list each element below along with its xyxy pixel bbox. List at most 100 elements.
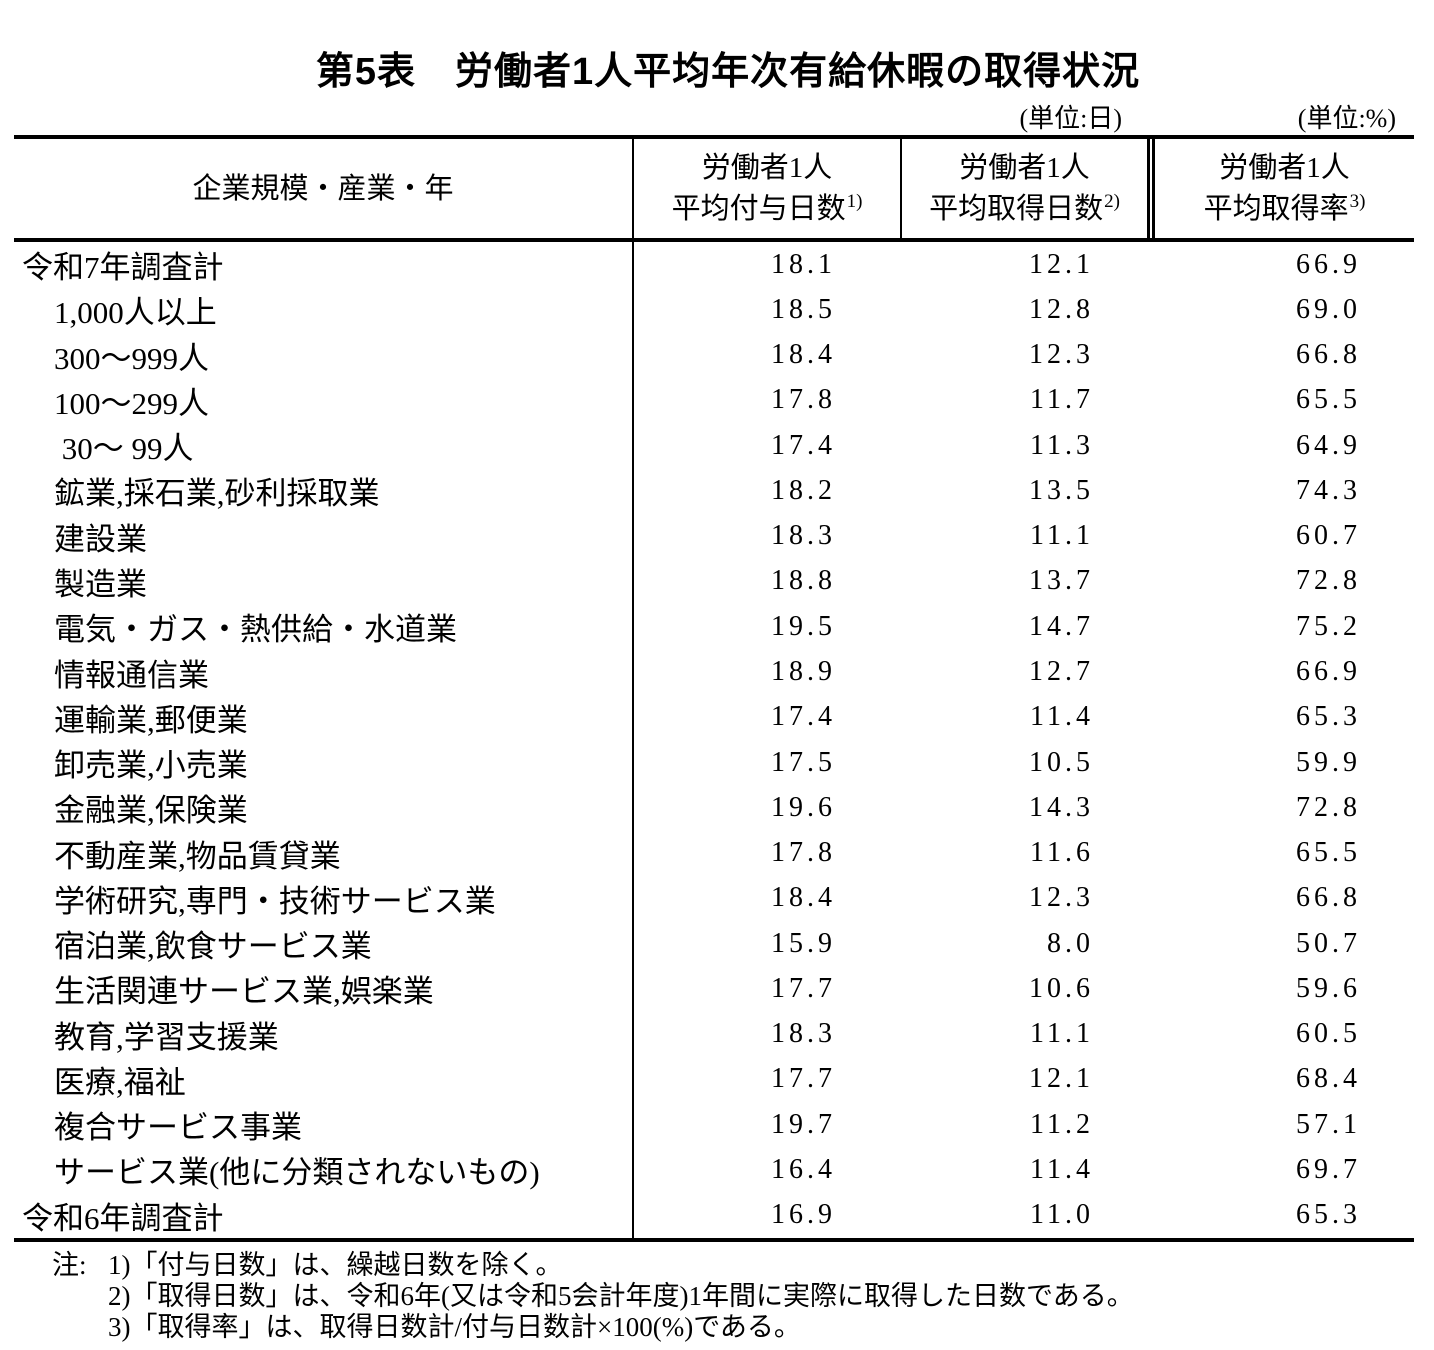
rate-cell: 65.5: [1296, 837, 1361, 869]
taken-days-cell: 8.0: [1047, 927, 1094, 959]
row-label: 300〜999人: [54, 340, 209, 376]
rate-cell: 59.9: [1296, 746, 1361, 778]
taken-days-cell: 11.7: [1030, 384, 1094, 416]
table-row: 電気・ガス・熱供給・水道業 19.5 14.7 75.2: [14, 604, 1414, 650]
granted-days-cell: 17.8: [632, 377, 900, 424]
row-label: 電気・ガス・熱供給・水道業: [54, 612, 457, 648]
rate-cell: 72.8: [1296, 565, 1361, 597]
taken-days-cell: 12.8: [1029, 293, 1094, 325]
granted-days-cell: 17.7: [632, 966, 900, 1012]
row-label: 生活関連サービス業,娯楽業: [54, 974, 434, 1010]
granted-days-cell: 19.7: [632, 1102, 900, 1148]
granted-days-cell: 15.9: [632, 920, 900, 967]
footnote-ref-3: 3): [1349, 191, 1366, 212]
taken-days-cell: 12.3: [1029, 339, 1094, 371]
table-row: サービス業(他に分類されないもの) 16.4 11.4 69.7: [14, 1147, 1414, 1193]
rate-cell: 74.3: [1296, 474, 1361, 506]
table-body: 令和7年調査計 18.1 12.1 66.9 1,000人以上 18.5 12.…: [14, 242, 1414, 1238]
row-label: サービス業(他に分類されないもの): [54, 1155, 540, 1191]
granted-days-cell: 18.2: [632, 468, 900, 514]
taken-days-cell: 11.4: [1030, 1153, 1094, 1185]
table-row: 製造業 18.8 13.7 72.8: [14, 558, 1414, 605]
row-label: 1,000人以上: [54, 295, 217, 331]
rate-cell: 60.7: [1296, 520, 1361, 552]
granted-days-cell: 17.8: [632, 830, 900, 876]
granted-days-cell: 16.4: [632, 1147, 900, 1193]
taken-days-cell: 11.4: [1030, 701, 1094, 733]
granted-days-cell: 17.4: [632, 423, 900, 469]
granted-days-cell: 17.4: [632, 694, 900, 740]
footnote-ref-2: 2): [1104, 191, 1120, 212]
taken-days-header: 労働者1人 平均取得日数2): [900, 139, 1147, 238]
table-row: 卸売業,小売業 17.5 10.5 59.9: [14, 739, 1414, 786]
row-label: 金融業,保険業: [54, 793, 248, 829]
row-label: 情報通信業: [54, 657, 209, 693]
note-line: 注: 1)「付与日数」は、繰越日数を除く。: [52, 1250, 1134, 1281]
row-label: 100〜299人: [54, 385, 209, 421]
taken-days-cell: 12.1: [1029, 248, 1094, 280]
notes-prefix: 注:: [52, 1250, 87, 1280]
granted-days-cell: 18.4: [632, 875, 900, 921]
rate-cell: 69.7: [1296, 1153, 1361, 1185]
notes-prefix: [52, 1312, 108, 1343]
unit-days-label: (単位:日): [1019, 104, 1122, 133]
taken-days-cell: 14.7: [1029, 610, 1094, 642]
granted-days-cell: 19.5: [632, 604, 900, 650]
table-row: 医療,福祉 17.7 12.1 68.4: [14, 1056, 1414, 1103]
taken-days-cell: 10.5: [1029, 746, 1094, 778]
rate-cell: 50.7: [1296, 927, 1361, 959]
rate-header: 労働者1人 平均取得率3): [1147, 139, 1414, 238]
table-row: 300〜999人 18.4 12.3 66.8: [14, 332, 1414, 378]
table-row: 宿泊業,飲食サービス業 15.9 8.0 50.7: [14, 920, 1414, 967]
rate-cell: 60.5: [1296, 1018, 1361, 1050]
granted-days-cell: 16.9: [632, 1192, 900, 1238]
taken-days-cell: 12.7: [1029, 656, 1094, 688]
table-row: 教育,学習支援業 18.3 11.1 60.5: [14, 1011, 1414, 1057]
granted-days-cell: 17.7: [632, 1056, 900, 1103]
note-item: 2)「取得日数」は、令和6年(又は令和5会計年度)1年間に実際に取得した日数であ…: [108, 1281, 1134, 1311]
footnote-ref-1: 1): [846, 191, 863, 212]
category-header: 企業規模・産業・年: [192, 172, 454, 205]
row-label: 30〜 99人: [54, 431, 194, 467]
rate-cell: 65.5: [1296, 384, 1361, 416]
taken-days-cell: 11.6: [1030, 837, 1094, 869]
table-row: 建設業 18.3 11.1 60.7: [14, 513, 1414, 559]
note-item: 1)「付与日数」は、繰越日数を除く。: [108, 1250, 563, 1280]
rate-cell: 66.9: [1296, 248, 1361, 280]
row-label: 不動産業,物品賃貸業: [54, 838, 341, 874]
row-label: 鉱業,採石業,砂利採取業: [54, 476, 380, 512]
granted-days-cell: 18.1: [632, 242, 900, 288]
granted-days-cell: 18.5: [632, 287, 900, 333]
table-row: 100〜299人 17.8 11.7 65.5: [14, 377, 1414, 424]
rate-cell: 57.1: [1296, 1108, 1361, 1140]
taken-days-cell: 11.2: [1030, 1108, 1094, 1140]
unit-labels: (単位:日) (単位:%): [14, 98, 1414, 133]
taken-days-cell: 11.0: [1030, 1199, 1094, 1231]
rate-cell: 69.0: [1296, 293, 1361, 325]
row-label: 運輸業,郵便業: [54, 702, 248, 738]
leave-table: 企業規模・産業・年 労働者1人 平均付与日数1) 労働者1人 平均取得日数2) …: [14, 135, 1414, 1242]
row-label: 令和6年調査計: [22, 1200, 224, 1236]
rate-cell: 66.9: [1296, 656, 1361, 688]
row-label: 建設業: [54, 521, 147, 557]
taken-days-cell: 11.1: [1030, 1018, 1094, 1050]
rate-cell: 65.3: [1296, 1199, 1361, 1231]
row-label: 教育,学習支援業: [54, 1019, 279, 1055]
granted-days-cell: 19.6: [632, 785, 900, 831]
taken-days-cell: 11.3: [1030, 429, 1094, 461]
note-line: 3)「取得率」は、取得日数計/付与日数計×100(%)である。: [52, 1312, 1134, 1343]
granted-days-cell: 18.8: [632, 558, 900, 605]
rate-cell: 59.6: [1296, 972, 1361, 1004]
table-header-row: 企業規模・産業・年 労働者1人 平均付与日数1) 労働者1人 平均取得日数2) …: [14, 139, 1414, 242]
note-line: 2)「取得日数」は、令和6年(又は令和5会計年度)1年間に実際に取得した日数であ…: [52, 1281, 1134, 1312]
row-label: 複合サービス事業: [54, 1110, 302, 1146]
notes: 注: 1)「付与日数」は、繰越日数を除く。 2)「取得日数」は、令和6年(又は令…: [52, 1250, 1134, 1343]
table-row: 30〜 99人 17.4 11.3 64.9: [14, 423, 1414, 469]
rate-cell: 66.8: [1296, 882, 1361, 914]
table-row: 情報通信業 18.9 12.7 66.9: [14, 649, 1414, 695]
table-row: 学術研究,専門・技術サービス業 18.4 12.3 66.8: [14, 875, 1414, 921]
taken-days-cell: 11.1: [1030, 520, 1094, 552]
granted-days-cell: 18.3: [632, 513, 900, 559]
taken-days-cell: 10.6: [1029, 972, 1094, 1004]
